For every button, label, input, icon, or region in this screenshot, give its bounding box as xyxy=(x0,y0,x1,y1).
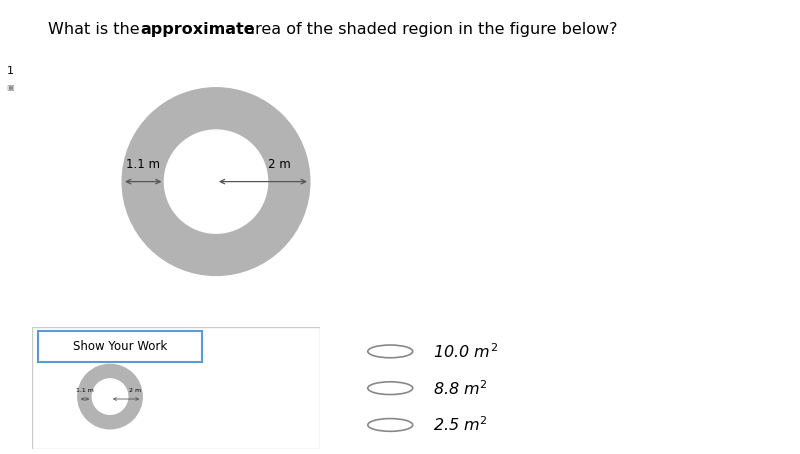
Circle shape xyxy=(164,130,268,233)
FancyBboxPatch shape xyxy=(38,331,202,362)
Circle shape xyxy=(122,88,310,276)
Circle shape xyxy=(368,382,413,395)
Text: 2 m: 2 m xyxy=(268,158,290,171)
FancyBboxPatch shape xyxy=(32,327,320,449)
Circle shape xyxy=(92,379,128,415)
Text: 2 m: 2 m xyxy=(130,388,142,393)
Circle shape xyxy=(368,345,413,358)
Text: What is the: What is the xyxy=(48,22,145,37)
Text: 1.1 m: 1.1 m xyxy=(126,158,160,171)
Text: 2.5 $m^2$: 2.5 $m^2$ xyxy=(434,415,488,434)
Text: 8.8 $m^2$: 8.8 $m^2$ xyxy=(434,379,488,398)
Circle shape xyxy=(368,419,413,431)
Circle shape xyxy=(78,365,142,429)
Text: ▣: ▣ xyxy=(6,83,14,92)
Text: 1.1 m: 1.1 m xyxy=(76,388,94,393)
Text: approximate: approximate xyxy=(140,22,254,37)
Text: area of the shaded region in the figure below?: area of the shaded region in the figure … xyxy=(240,22,618,37)
Text: Show Your Work: Show Your Work xyxy=(73,340,167,353)
Text: 1: 1 xyxy=(6,66,14,76)
Text: 5: 5 xyxy=(10,15,21,30)
Text: 10.0 $m^2$: 10.0 $m^2$ xyxy=(434,342,498,361)
